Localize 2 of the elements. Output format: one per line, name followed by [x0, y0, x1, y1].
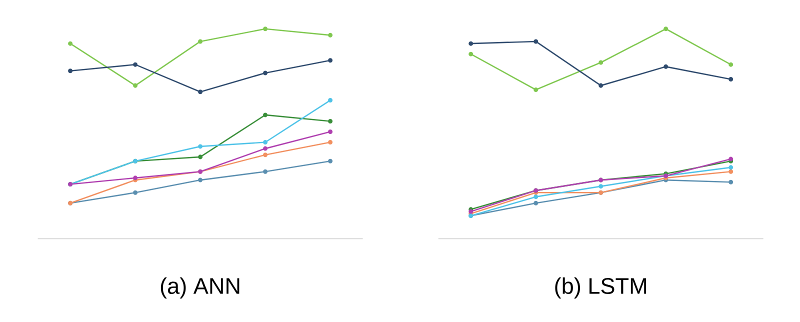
text: (a) ANN — [160, 277, 240, 298]
text: (b) LSTM — [555, 277, 646, 298]
